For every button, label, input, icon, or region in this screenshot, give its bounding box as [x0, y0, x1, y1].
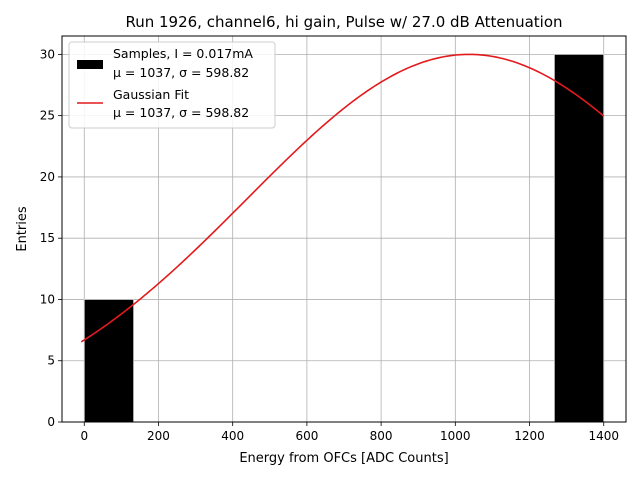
gaussian-fit-line — [80, 53, 605, 343]
legend-box — [68, 41, 276, 129]
plot-frame — [61, 35, 627, 423]
x-tick-label: 800 — [370, 429, 393, 443]
y-tick-label: 30 — [40, 47, 55, 61]
x-tick-label: 400 — [221, 429, 244, 443]
fit-curve-group — [80, 53, 605, 343]
chart-title: Run 1926, channel6, hi gain, Pulse w/ 27… — [125, 13, 562, 31]
legend-histogram-label: Samples, I = 0.017mA — [113, 46, 253, 61]
legend: Samples, I = 0.017mA μ = 1037, σ = 598.8… — [68, 41, 276, 129]
x-ticks: 0 200 400 600 800 1000 1200 1400 — [80, 422, 619, 443]
y-ticks: 0 5 10 15 20 25 30 — [40, 47, 62, 429]
x-tick-label: 1400 — [588, 429, 619, 443]
histogram-bar — [554, 54, 605, 423]
x-tick-label: 1200 — [514, 429, 545, 443]
legend-histogram-stats: μ = 1037, σ = 598.82 — [113, 65, 249, 80]
legend-fit-stats: μ = 1037, σ = 598.82 — [113, 105, 249, 120]
x-tick-label: 200 — [147, 429, 170, 443]
histogram-bars — [83, 54, 605, 423]
histogram-bar — [83, 299, 134, 423]
x-axis-label: Energy from OFCs [ADC Counts] — [239, 451, 448, 466]
y-tick-label: 0 — [47, 415, 55, 429]
x-tick-label: 0 — [80, 429, 88, 443]
y-tick-label: 15 — [40, 231, 55, 245]
x-tick-label: 600 — [295, 429, 318, 443]
y-tick-label: 10 — [40, 292, 55, 306]
legend-histogram-swatch — [77, 60, 103, 69]
grid — [62, 36, 626, 423]
y-axis-label: Entries — [15, 206, 30, 252]
legend-fit-label: Gaussian Fit — [113, 87, 189, 102]
y-tick-label: 25 — [40, 109, 55, 123]
x-tick-label: 1000 — [440, 429, 471, 443]
y-tick-label: 20 — [40, 170, 55, 184]
y-tick-label: 5 — [47, 354, 55, 368]
